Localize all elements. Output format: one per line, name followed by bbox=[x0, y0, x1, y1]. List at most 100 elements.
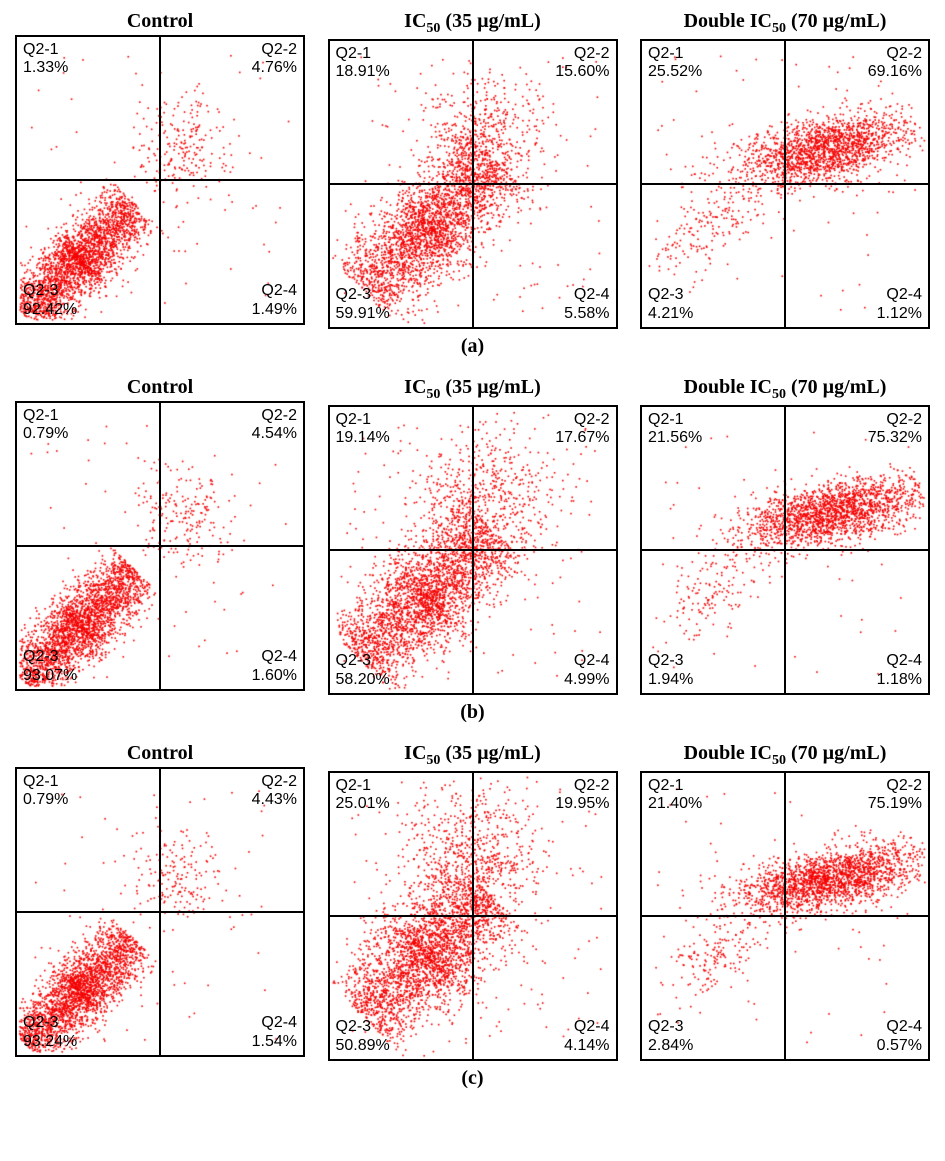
quadrant-percent: 15.60% bbox=[555, 63, 609, 81]
plot-cell: IC50 (35 µg/mL)Q2-125.01%Q2-219.95%Q2-35… bbox=[323, 742, 623, 1061]
quadrant-percent: 2.84% bbox=[648, 1037, 693, 1055]
quadrant-label-tl: Q2-11.33% bbox=[23, 41, 68, 78]
quadrant-code: Q2-1 bbox=[336, 45, 390, 63]
quadrant-scatter-plot: Q2-118.91%Q2-215.60%Q2-359.91%Q2-45.58% bbox=[328, 39, 618, 329]
quadrant-percent: 59.91% bbox=[336, 305, 390, 323]
plot-title: Double IC50 (70 µg/mL) bbox=[684, 742, 887, 769]
quadrant-percent: 69.16% bbox=[868, 63, 922, 81]
plot-cell: IC50 (35 µg/mL)Q2-119.14%Q2-217.67%Q2-35… bbox=[323, 376, 623, 695]
quadrant-label-br: Q2-40.57% bbox=[877, 1018, 922, 1055]
plot-title: Control bbox=[127, 10, 193, 33]
quadrant-label-tl: Q2-125.52% bbox=[648, 45, 702, 82]
quadrant-code: Q2-3 bbox=[23, 1014, 77, 1032]
quadrant-scatter-plot: Q2-10.79% Q2-24.54% Q2-393.07% Q2-41.60% bbox=[15, 401, 305, 691]
quadrant-scatter-plot: Q2-10.79% Q2-24.43% Q2-393.24% Q2-41.54% bbox=[15, 767, 305, 1057]
quadrant-vline bbox=[784, 407, 786, 693]
quadrant-percent: 17.67% bbox=[555, 429, 609, 447]
quadrant-code: Q2-3 bbox=[23, 282, 77, 300]
quadrant-label-br: Q2-41.18% bbox=[877, 652, 922, 689]
quadrant-code: Q2-1 bbox=[336, 777, 390, 795]
quadrant-scatter-plot: Q2-11.33%Q2-24.76%Q2-392.42%Q2-41.49% bbox=[15, 35, 305, 325]
quadrant-code: Q2-2 bbox=[252, 41, 297, 59]
quadrant-code: Q2-1 bbox=[23, 773, 68, 791]
quadrant-label-tl: Q2-10.79% bbox=[23, 407, 68, 444]
plot-title: Control bbox=[127, 742, 193, 765]
plot-title: Double IC50 (70 µg/mL) bbox=[684, 376, 887, 403]
quadrant-percent: 1.33% bbox=[23, 59, 68, 77]
quadrant-label-bl: Q2-393.07% bbox=[23, 648, 77, 685]
quadrant-percent: 93.24% bbox=[23, 1033, 77, 1051]
plot-row: ControlQ2-11.33%Q2-24.76%Q2-392.42%Q2-41… bbox=[10, 10, 935, 329]
quadrant-code: Q2-4 bbox=[564, 652, 609, 670]
row-tag: (a) bbox=[461, 335, 484, 358]
quadrant-code: Q2-4 bbox=[877, 286, 922, 304]
quadrant-percent: 75.32% bbox=[868, 429, 922, 447]
quadrant-vline bbox=[159, 37, 161, 323]
plot-cell: Double IC50 (70 µg/mL)Q2-125.52%Q2-269.1… bbox=[635, 10, 935, 329]
quadrant-code: Q2-2 bbox=[868, 411, 922, 429]
quadrant-percent: 19.14% bbox=[336, 429, 390, 447]
quadrant-label-br: Q2-41.12% bbox=[877, 286, 922, 323]
plot-cell: Double IC50 (70 µg/mL) Q2-121.40% Q2-275.1… bbox=[635, 742, 935, 1061]
quadrant-label-br: Q2-45.58% bbox=[564, 286, 609, 323]
row-tag: (b) bbox=[460, 701, 484, 724]
quadrant-label-tl: Q2-121.40% bbox=[648, 777, 702, 814]
quadrant-percent: 1.12% bbox=[877, 305, 922, 323]
plot-title: IC50 (35 µg/mL) bbox=[404, 742, 541, 769]
quadrant-code: Q2-3 bbox=[23, 648, 77, 666]
quadrant-code: Q2-2 bbox=[252, 773, 297, 791]
quadrant-code: Q2-3 bbox=[648, 1018, 693, 1036]
plot-title: IC50 (35 µg/mL) bbox=[404, 10, 541, 37]
quadrant-percent: 4.21% bbox=[648, 305, 693, 323]
quadrant-percent: 1.94% bbox=[648, 671, 693, 689]
plot-title: Control bbox=[127, 376, 193, 399]
plot-row: ControlQ2-10.79%Q2-24.43%Q2-393.24%Q2-41… bbox=[10, 742, 935, 1061]
quadrant-code: Q2-1 bbox=[23, 41, 68, 59]
quadrant-percent: 1.60% bbox=[252, 667, 297, 685]
quadrant-percent: 58.20% bbox=[336, 671, 390, 689]
quadrant-label-br: Q2-44.14% bbox=[564, 1018, 609, 1055]
quadrant-percent: 93.07% bbox=[23, 667, 77, 685]
quadrant-percent: 50.89% bbox=[336, 1037, 390, 1055]
quadrant-label-tr: Q2-217.67% bbox=[555, 411, 609, 448]
quadrant-percent: 21.40% bbox=[648, 795, 702, 813]
quadrant-vline bbox=[472, 41, 474, 327]
plot-row: ControlQ2-10.79%Q2-24.54%Q2-393.07%Q2-41… bbox=[10, 376, 935, 695]
quadrant-percent: 4.54% bbox=[252, 425, 297, 443]
quadrant-scatter-plot: Q2-121.56%Q2-275.32%Q2-31.94%Q2-41.18% bbox=[640, 405, 930, 695]
quadrant-code: Q2-2 bbox=[555, 411, 609, 429]
quadrant-percent: 75.19% bbox=[868, 795, 922, 813]
quadrant-code: Q2-2 bbox=[868, 777, 922, 795]
quadrant-label-bl: Q2-393.24% bbox=[23, 1014, 77, 1051]
panel-row: ControlQ2-11.33%Q2-24.76%Q2-392.42%Q2-41… bbox=[10, 10, 935, 368]
quadrant-code: Q2-3 bbox=[648, 286, 693, 304]
quadrant-label-tr: Q2-275.19% bbox=[868, 777, 922, 814]
quadrant-code: Q2-2 bbox=[555, 45, 609, 63]
quadrant-percent: 21.56% bbox=[648, 429, 702, 447]
quadrant-percent: 19.95% bbox=[555, 795, 609, 813]
quadrant-label-tr: Q2-24.43% bbox=[252, 773, 297, 810]
quadrant-percent: 4.76% bbox=[252, 59, 297, 77]
quadrant-code: Q2-4 bbox=[564, 286, 609, 304]
quadrant-percent: 4.99% bbox=[564, 671, 609, 689]
quadrant-percent: 5.58% bbox=[564, 305, 609, 323]
quadrant-vline bbox=[472, 407, 474, 693]
quadrant-label-br: Q2-41.60% bbox=[252, 648, 297, 685]
quadrant-label-bl: Q2-32.84% bbox=[648, 1018, 693, 1055]
quadrant-percent: 25.52% bbox=[648, 63, 702, 81]
quadrant-label-bl: Q2-350.89% bbox=[336, 1018, 390, 1055]
quadrant-code: Q2-4 bbox=[252, 282, 297, 300]
row-tag: (c) bbox=[461, 1067, 483, 1090]
quadrant-percent: 4.14% bbox=[564, 1037, 609, 1055]
quadrant-vline bbox=[784, 773, 786, 1059]
quadrant-percent: 0.79% bbox=[23, 791, 68, 809]
quadrant-label-tr: Q2-24.76% bbox=[252, 41, 297, 78]
quadrant-label-br: Q2-41.54% bbox=[252, 1014, 297, 1051]
plot-cell: IC50 (35 µg/mL)Q2-118.91%Q2-215.60%Q2-35… bbox=[323, 10, 623, 329]
quadrant-label-tr: Q2-275.32% bbox=[868, 411, 922, 448]
plot-title: Double IC50 (70 µg/mL) bbox=[684, 10, 887, 37]
quadrant-code: Q2-1 bbox=[648, 411, 702, 429]
quadrant-label-tl: Q2-10.79% bbox=[23, 773, 68, 810]
quadrant-code: Q2-1 bbox=[23, 407, 68, 425]
quadrant-label-tr: Q2-24.54% bbox=[252, 407, 297, 444]
